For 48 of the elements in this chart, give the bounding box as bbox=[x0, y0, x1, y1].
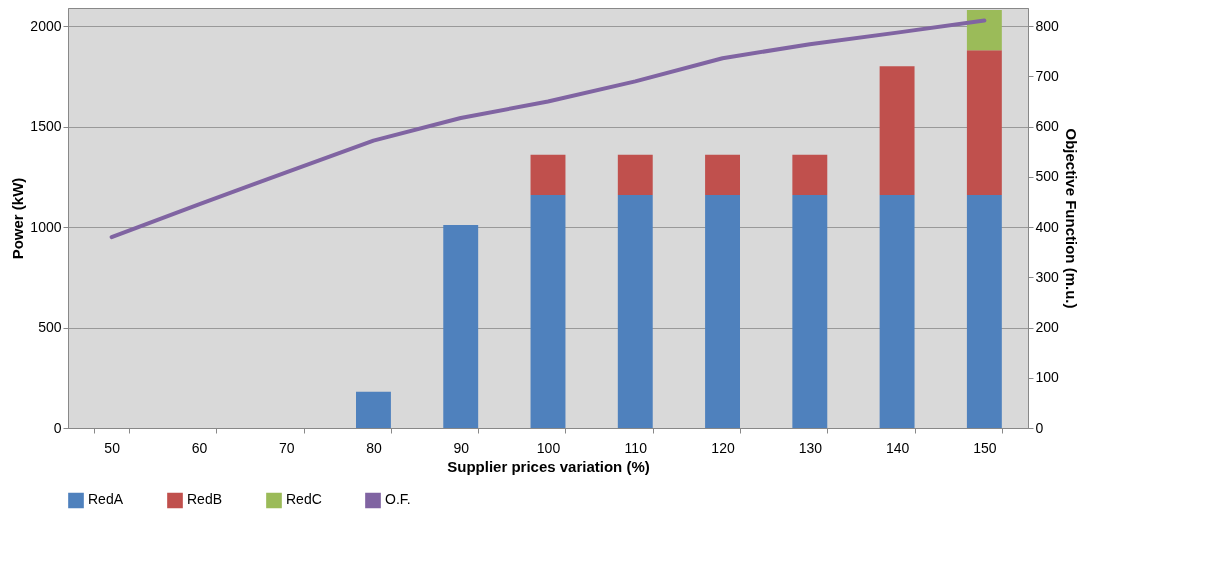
bar bbox=[617, 194, 653, 428]
x-tick-label: 50 bbox=[104, 439, 121, 456]
y-tick-label: 500 bbox=[38, 319, 62, 336]
y-axis-title: Power (kW) bbox=[9, 177, 27, 260]
x-tick-label: 150 bbox=[973, 439, 997, 456]
y-tick-label: 1500 bbox=[30, 118, 62, 135]
y2-tick-label: 500 bbox=[1035, 168, 1060, 185]
x-tick-label: 100 bbox=[536, 439, 561, 456]
y-tick-label: 0 bbox=[53, 419, 62, 436]
legend-label: RedC bbox=[286, 491, 322, 508]
y2-axis-title: Objective Function (m.u.) bbox=[1062, 128, 1080, 309]
y2-tick-label: 300 bbox=[1035, 268, 1060, 285]
bar bbox=[443, 225, 479, 428]
bar bbox=[705, 194, 740, 428]
x-tick-label: 130 bbox=[798, 439, 823, 456]
x-tick-label: 70 bbox=[278, 439, 295, 456]
x-axis-title: Supplier prices variation (%) bbox=[447, 457, 650, 475]
bar bbox=[966, 10, 1002, 51]
bar bbox=[356, 391, 391, 428]
bar bbox=[792, 194, 828, 428]
y2-tick-label: 400 bbox=[1035, 218, 1060, 235]
x-tick-label: 140 bbox=[885, 439, 910, 456]
bar bbox=[530, 154, 566, 195]
y2-tick-label: 700 bbox=[1035, 67, 1060, 84]
y2-tick-label: 600 bbox=[1035, 118, 1060, 135]
x-tick-label: 60 bbox=[191, 439, 208, 456]
bar bbox=[966, 194, 1002, 428]
x-tick-label: 80 bbox=[366, 439, 382, 456]
bar bbox=[966, 50, 1002, 195]
bar bbox=[617, 154, 653, 195]
y-tick-label: 1000 bbox=[30, 218, 62, 235]
legend-label: RedA bbox=[88, 491, 124, 508]
y2-tick-label: 0 bbox=[1035, 419, 1044, 436]
legend-label: O.F. bbox=[385, 491, 411, 508]
x-tick-label: 110 bbox=[624, 439, 648, 456]
y-tick-label: 2000 bbox=[30, 17, 62, 34]
bar bbox=[792, 154, 828, 195]
bar bbox=[879, 66, 915, 195]
x-tick-label: 120 bbox=[711, 439, 735, 456]
x-tick-label: 90 bbox=[453, 439, 470, 456]
bar bbox=[879, 194, 915, 428]
y2-tick-label: 200 bbox=[1035, 319, 1060, 336]
line-series bbox=[109, 18, 987, 240]
bar bbox=[530, 194, 566, 428]
bar bbox=[705, 154, 740, 195]
y2-tick-label: 800 bbox=[1035, 17, 1060, 34]
legend-label: RedB bbox=[187, 491, 223, 508]
y2-tick-label: 100 bbox=[1035, 369, 1060, 386]
